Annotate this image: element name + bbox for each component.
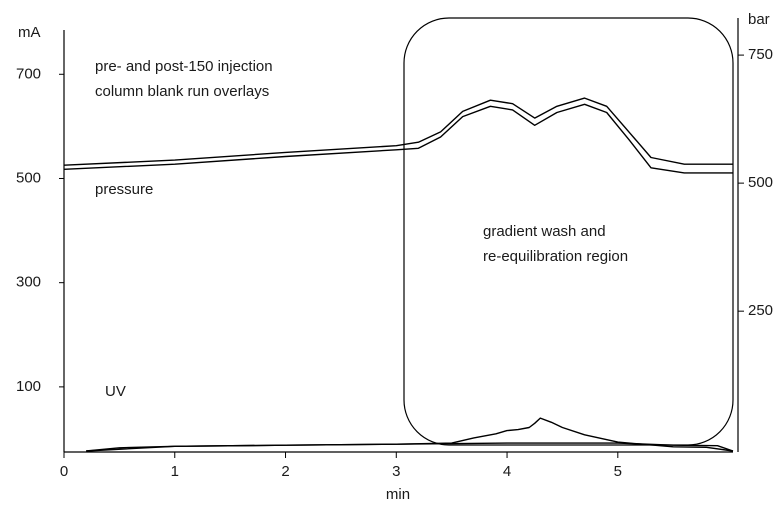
annotation: pre- and post-150 injection [95, 58, 273, 75]
data-line [86, 442, 734, 452]
x-tick-label: 0 [60, 463, 68, 480]
y-tick-label: 700 [16, 65, 41, 82]
x-tick-label: 3 [392, 463, 400, 480]
y-axis-label: mA [18, 24, 41, 41]
annotation: pressure [95, 181, 153, 198]
y2-axis-label: bar [748, 11, 770, 28]
y2-tick-label: 250 [748, 302, 773, 319]
annotation: UV [105, 383, 126, 400]
region-box [403, 17, 734, 446]
y2-tick-label: 500 [748, 174, 773, 191]
y-tick-label: 100 [16, 378, 41, 395]
y-tick-label: 300 [16, 274, 41, 291]
x-tick-label: 2 [281, 463, 289, 480]
annotation: gradient wash and [483, 223, 606, 240]
annotation: column blank run overlays [95, 83, 269, 100]
data-line [63, 97, 733, 166]
x-axis-label: min [386, 486, 410, 503]
x-tick-label: 1 [171, 463, 179, 480]
y-tick-label: 500 [16, 169, 41, 186]
y2-tick-label: 750 [748, 46, 773, 63]
x-tick-label: 4 [503, 463, 511, 480]
annotation: re-equilibration region [483, 248, 628, 265]
x-tick-label: 5 [614, 463, 622, 480]
data-line [63, 103, 733, 174]
